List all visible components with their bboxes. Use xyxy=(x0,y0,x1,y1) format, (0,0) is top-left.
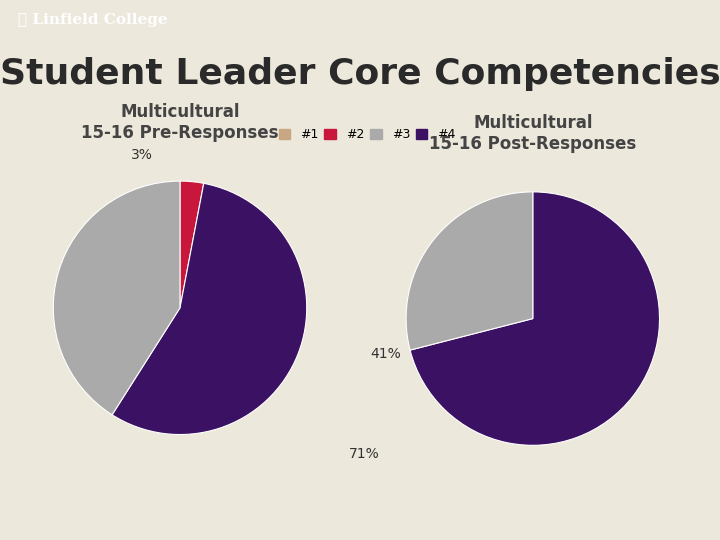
Wedge shape xyxy=(53,181,180,415)
Title: Multicultural
15-16 Post-Responses: Multicultural 15-16 Post-Responses xyxy=(429,114,636,153)
Wedge shape xyxy=(180,181,204,308)
Title: Multicultural
15-16 Pre-Responses: Multicultural 15-16 Pre-Responses xyxy=(81,104,279,142)
Text: 41%: 41% xyxy=(370,347,401,361)
Text: Student Leader Core Competencies: Student Leader Core Competencies xyxy=(0,57,720,91)
Wedge shape xyxy=(112,183,307,435)
Text: 3%: 3% xyxy=(131,148,153,162)
Text: ❧ Linfield College: ❧ Linfield College xyxy=(18,13,168,27)
Wedge shape xyxy=(406,192,533,350)
Wedge shape xyxy=(410,192,660,446)
Text: 71%: 71% xyxy=(349,447,380,461)
Legend: #1, #2, #3, #4: #1, #2, #3, #4 xyxy=(274,124,461,146)
